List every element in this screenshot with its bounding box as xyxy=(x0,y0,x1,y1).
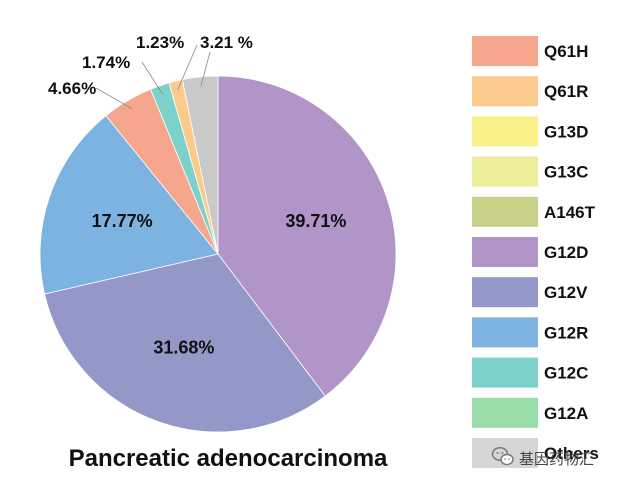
legend-swatch-q61r xyxy=(472,76,538,107)
legend-label-others: Others xyxy=(544,444,599,463)
legend-swatch-g12v xyxy=(472,277,538,308)
legend-label-g12v: G12V xyxy=(544,283,588,302)
legend-label-q61r: Q61R xyxy=(544,82,588,101)
legend-label-g12a: G12A xyxy=(544,404,588,423)
slice-labels: 39.71% 31.68% 17.77% 4.66% 1.74% 1.23% 3.21 % xyxy=(48,33,346,358)
legend-label-g12r: G12R xyxy=(544,323,588,342)
pie-slice-g12d xyxy=(217,75,397,397)
legend-swatch-q61h xyxy=(472,36,538,66)
leader-line-others xyxy=(200,51,211,86)
legend-swatch-g12d xyxy=(472,237,538,267)
slice-label-g12v: 31.68% xyxy=(153,338,214,358)
slice-label-g12r: 17.77% xyxy=(92,211,153,231)
legend-item-q61h: Q61H xyxy=(472,36,588,66)
wechat-icon xyxy=(491,447,514,466)
legend-item-g12d: G12D xyxy=(472,237,588,267)
watermark: 基因药物汇 xyxy=(491,447,594,468)
legend-swatch-g13c xyxy=(472,156,538,187)
legend-item-g13c: G13C xyxy=(472,156,588,187)
leader-line-g12c xyxy=(141,61,163,95)
slice-label-others: 3.21 % xyxy=(200,33,253,52)
legend-label-a146t: A146T xyxy=(544,203,596,222)
chart-title: Pancreatic adenocarcinoma xyxy=(69,445,388,472)
legend-swatch-g12r xyxy=(472,317,538,348)
pie-slice-g12v xyxy=(44,253,326,433)
leader-line-q61h xyxy=(95,87,132,109)
legend-item-g13d: G13D xyxy=(472,116,588,147)
legend-item-g12c: G12C xyxy=(472,357,588,388)
legend-item-a146t: A146T xyxy=(472,196,596,227)
legend-item-g12v: G12V xyxy=(472,277,588,308)
watermark-text: 基因药物汇 xyxy=(519,450,594,468)
legend: Q61H Q61R G13D G13C A146T G12D G12V G12R G12C G12… xyxy=(472,36,599,468)
legend-label-g12d: G12D xyxy=(544,243,588,262)
slice-label-g12d: 39.71% xyxy=(285,211,346,231)
legend-swatch-g12c xyxy=(472,357,538,388)
pie-slices xyxy=(39,75,397,433)
slice-label-g12c: 1.74% xyxy=(82,53,130,72)
leader-lines xyxy=(95,44,211,109)
slice-label-q61r: 1.23% xyxy=(136,33,184,52)
legend-item-q61r: Q61R xyxy=(472,76,588,107)
legend-swatch-g12a xyxy=(472,397,538,428)
legend-label-q61h: Q61H xyxy=(544,42,588,61)
legend-item-g12a: G12A xyxy=(472,397,588,428)
legend-swatch-g13d xyxy=(472,116,538,147)
legend-swatch-a146t xyxy=(472,196,538,227)
pie-slice-g12r xyxy=(39,115,219,295)
legend-label-g13d: G13D xyxy=(544,122,588,141)
legend-label-g12c: G12C xyxy=(544,364,588,383)
slice-label-q61h: 4.66% xyxy=(48,79,96,98)
leader-line-q61r xyxy=(177,44,198,90)
legend-item-g12r: G12R xyxy=(472,317,588,348)
legend-label-g13c: G13C xyxy=(544,163,588,182)
